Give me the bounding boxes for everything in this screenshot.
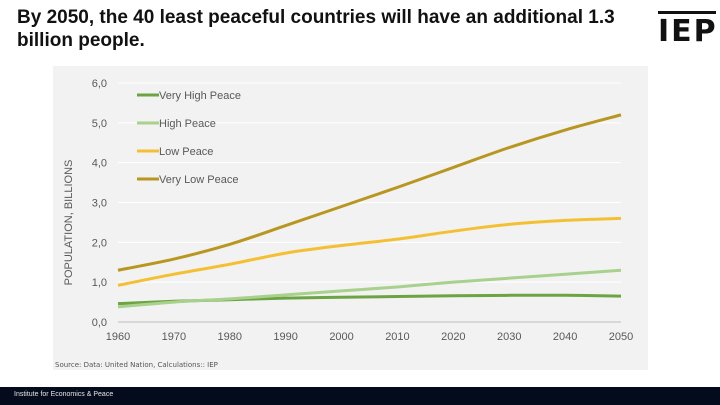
x-tick-label: 1960 — [106, 331, 130, 343]
y-axis-label: POPULATION, BILLIONS — [63, 160, 75, 286]
x-tick-label: 2020 — [441, 331, 465, 343]
source-note: Source: Data: United Nation, Calculation… — [55, 361, 218, 369]
y-tick-label: 6,0 — [92, 78, 107, 90]
y-tick-label: 4,0 — [92, 158, 107, 170]
y-tick-label: 2,0 — [92, 237, 107, 249]
y-tick-label: 3,0 — [92, 198, 107, 210]
x-tick-label: 2030 — [497, 331, 521, 343]
legend-label: Very Low Peace — [159, 174, 239, 186]
x-tick-label: 2050 — [609, 331, 633, 343]
legend-label: High Peace — [159, 118, 216, 130]
x-tick-label: 2000 — [329, 331, 353, 343]
x-tick-label: 1980 — [218, 331, 242, 343]
x-tick-label: 1970 — [162, 331, 186, 343]
series-line-high-peace — [117, 268, 622, 309]
y-tick-label: 1,0 — [92, 277, 107, 289]
series-line-very-low-peace — [117, 113, 622, 272]
legend-label: Very High Peace — [159, 90, 241, 102]
footer-text: Institute for Economics & Peace — [14, 391, 114, 398]
slide-title: By 2050, the 40 least peaceful countries… — [17, 7, 615, 51]
chart-panel — [53, 66, 648, 370]
y-tick-label: 5,0 — [92, 118, 107, 130]
legend-label: Low Peace — [159, 146, 213, 158]
footer-bar: Institute for Economics & Peace — [0, 387, 720, 405]
series-line-low-peace — [117, 216, 622, 287]
x-tick-label: 2040 — [553, 331, 577, 343]
iep-logo: IEP — [658, 11, 718, 49]
x-tick-label: 2010 — [385, 331, 409, 343]
x-tick-label: 1990 — [273, 331, 297, 343]
y-tick-label: 0,0 — [92, 317, 107, 329]
